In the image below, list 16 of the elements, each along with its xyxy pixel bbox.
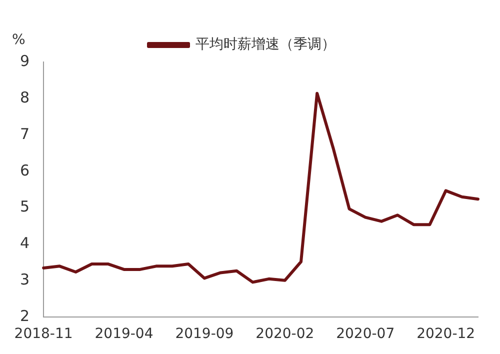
x-tick-label: 2020-12 bbox=[416, 326, 476, 342]
y-tick-label: 2 bbox=[20, 307, 30, 326]
y-tick-label: 9 bbox=[20, 52, 30, 70]
x-tick-label: 2019-09 bbox=[175, 326, 234, 342]
x-tick-label: 2019-04 bbox=[94, 326, 154, 342]
y-tick-label: 6 bbox=[20, 161, 30, 180]
y-tick-label: 3 bbox=[20, 270, 30, 289]
y-axis-title: % bbox=[12, 32, 26, 48]
y-tick-label: 8 bbox=[20, 88, 30, 106]
legend-label: 平均时薪增速（季调） bbox=[196, 36, 336, 53]
x-tick-label: 2018-11 bbox=[14, 326, 73, 342]
y-tick-label: 4 bbox=[20, 234, 30, 252]
y-tick-label: 5 bbox=[20, 198, 30, 216]
x-tick-label: 2020-07 bbox=[336, 326, 395, 342]
x-tick-label: 2020-02 bbox=[256, 326, 314, 342]
y-tick-label: 7 bbox=[20, 124, 30, 143]
